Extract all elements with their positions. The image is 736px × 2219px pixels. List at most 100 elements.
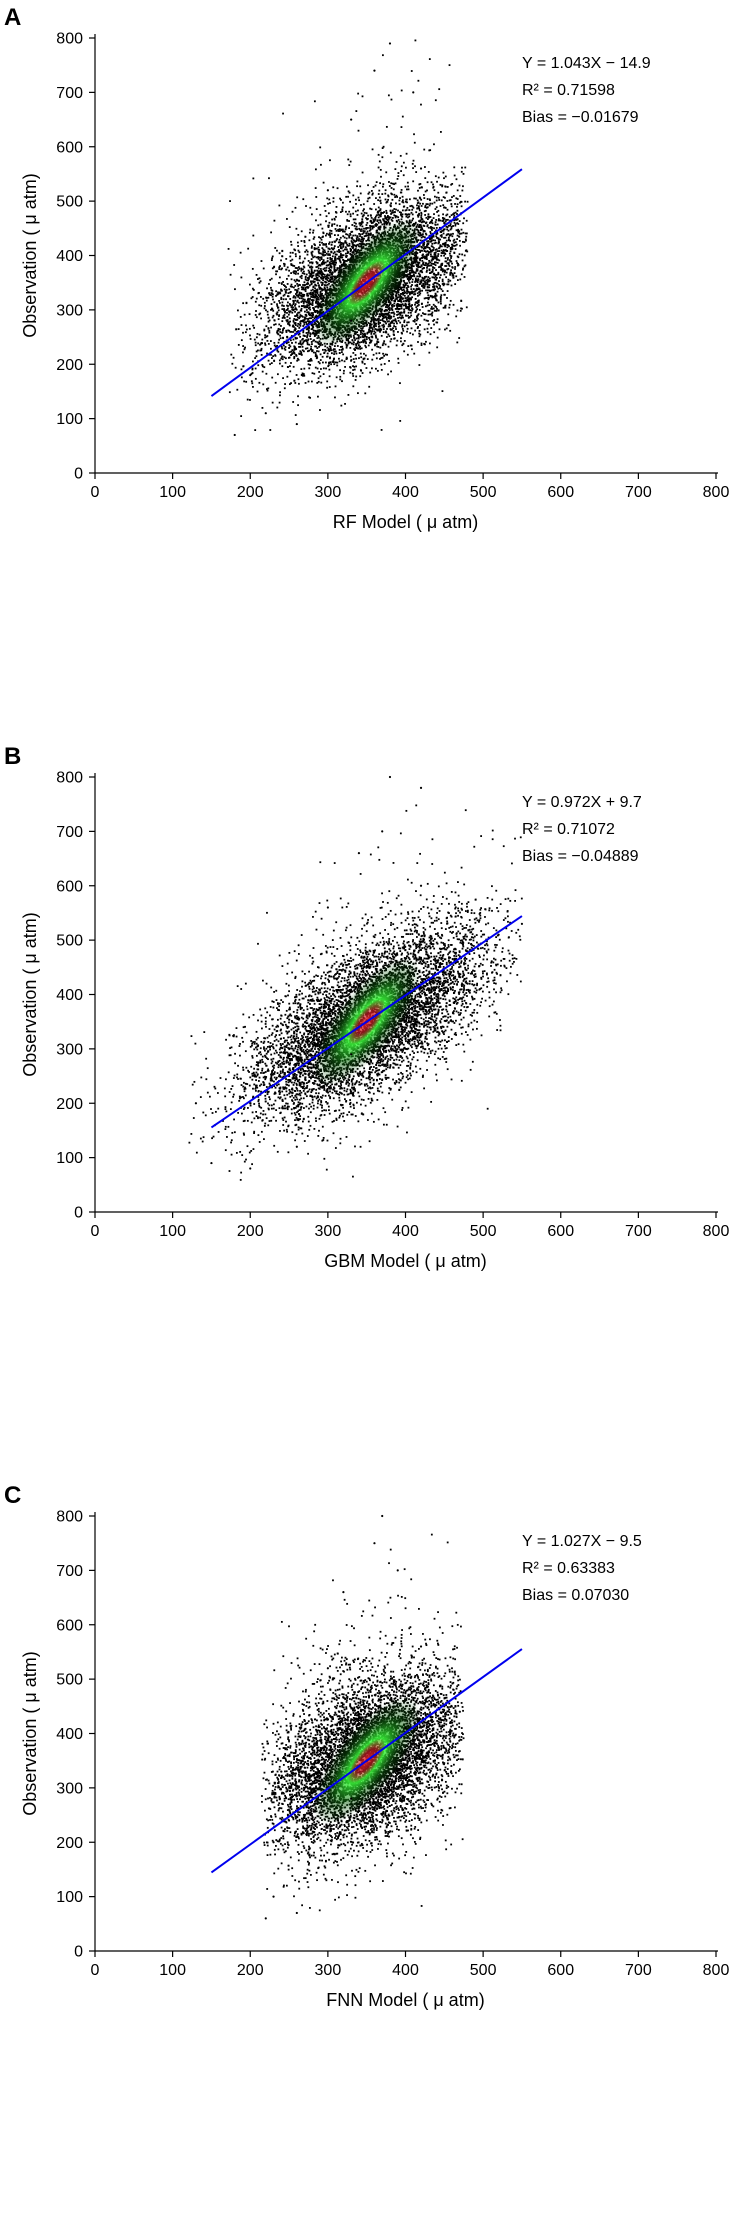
chart-panel-c: C 0 100 200 300 400 500 600 700 800 0 100 200 300 400 5… <box>0 1478 736 2217</box>
data-point <box>419 884 423 887</box>
x-tick-label: 100 <box>159 1962 186 1979</box>
y-tick-label: 0 <box>74 1944 83 1961</box>
data-point <box>249 374 252 377</box>
x-tick-label: 300 <box>315 1223 342 1240</box>
data-point <box>326 314 329 317</box>
y-tick-label: 700 <box>56 1563 83 1580</box>
data-point <box>497 933 500 936</box>
x-tick-label: 300 <box>315 1962 342 1979</box>
data-point <box>326 189 329 192</box>
y-tick-label: 100 <box>56 1150 83 1167</box>
data-point <box>458 1710 461 1713</box>
y-tick-label: 500 <box>56 933 83 950</box>
data-point <box>381 1514 384 1518</box>
data-point <box>342 1591 345 1594</box>
panel-letter: C <box>4 1482 21 1510</box>
data-point <box>194 1102 198 1105</box>
y-tick-label: 600 <box>56 1617 83 1634</box>
y-tick-label: 800 <box>56 770 83 787</box>
data-point <box>233 433 236 437</box>
data-point <box>326 906 329 909</box>
x-tick-label: 400 <box>392 1223 419 1240</box>
data-point <box>443 971 446 974</box>
axes <box>89 1512 718 1957</box>
x-tick-label: 300 <box>315 484 342 501</box>
data-point <box>419 1645 423 1648</box>
y-tick-label: 300 <box>56 1780 83 1797</box>
data-point <box>249 1167 252 1170</box>
x-tick-label: 100 <box>159 484 186 501</box>
data-point <box>357 852 361 855</box>
x-axis-label: GBM Model ( μ atm) <box>324 1251 486 1271</box>
series-points <box>194 775 524 1170</box>
data-point <box>272 1895 275 1898</box>
data-point <box>280 1770 283 1773</box>
x-tick-label: 400 <box>392 484 419 501</box>
y-tick-label: 0 <box>74 1205 83 1222</box>
panel-letter: A <box>4 4 21 32</box>
data-point <box>388 775 392 779</box>
y-axis-label: Observation ( μ atm) <box>20 1651 40 1815</box>
scatter-plot: 0 100 200 300 400 500 600 700 800 0 100 200 300 400 50… <box>20 770 729 1272</box>
y-axis-label: Observation ( μ atm) <box>20 173 40 337</box>
y-tick-label: 100 <box>56 411 83 428</box>
x-tick-label: 600 <box>547 1223 574 1240</box>
data-point <box>388 42 392 45</box>
data-point <box>280 297 283 301</box>
scatter-plot: 0 100 200 300 400 500 600 700 800 0 100 200 300 400 50… <box>20 1509 730 2011</box>
axes <box>89 773 718 1218</box>
y-tick-label: 500 <box>56 1672 83 1689</box>
data-point <box>326 1667 329 1670</box>
stats-annotation: Y = 0.972X + 9.7 <box>522 794 642 811</box>
x-tick-label: 100 <box>159 1223 186 1240</box>
chart-panel-b: B 0 100 200 300 400 500 600 700 800 0 100 200 300 400 5… <box>0 739 736 1478</box>
y-tick-label: 300 <box>56 1041 83 1058</box>
x-tick-label: 200 <box>237 1962 264 1979</box>
y-tick-label: 600 <box>56 139 83 156</box>
x-tick-label: 0 <box>91 1223 100 1240</box>
stats-annotation: Bias = 0.07030 <box>522 1587 629 1604</box>
stats-annotation: R² = 0.63383 <box>522 1560 615 1577</box>
data-point <box>373 1542 376 1545</box>
y-tick-label: 500 <box>56 194 83 211</box>
x-tick-label: 400 <box>392 1962 419 1979</box>
data-point <box>520 922 524 925</box>
data-point <box>450 243 454 246</box>
data-point <box>311 1721 314 1724</box>
data-point <box>350 319 353 322</box>
data-point <box>272 1841 275 1844</box>
scatter-plot: 0 100 200 300 400 500 600 700 800 0 100 200 300 400 50… <box>20 31 730 533</box>
stats-annotation: R² = 0.71598 <box>522 82 615 99</box>
data-point <box>404 1726 407 1730</box>
x-tick-label: 800 <box>703 484 730 501</box>
data-point <box>381 830 384 833</box>
data-point <box>264 1917 267 1920</box>
x-tick-label: 800 <box>703 1962 730 1979</box>
stats-annotation: R² = 0.71072 <box>522 821 615 838</box>
x-axis-label: RF Model ( μ atm) <box>333 512 478 532</box>
y-tick-label: 600 <box>56 878 83 895</box>
axes <box>89 34 718 479</box>
chart-panel-a: A 0 100 200 300 400 500 600 700 800 0 100 200 300 400 5… <box>0 0 736 739</box>
data-point <box>311 254 314 257</box>
x-tick-label: 200 <box>237 1223 264 1240</box>
panel-letter: B <box>4 743 21 771</box>
x-tick-label: 200 <box>237 484 264 501</box>
stats-annotation: Bias = −0.01679 <box>522 109 639 126</box>
data-point <box>295 422 298 426</box>
x-tick-label: 0 <box>91 1962 100 1979</box>
data-point <box>466 982 469 985</box>
stats-annotation: Bias = −0.04889 <box>522 848 639 865</box>
x-tick-label: 700 <box>625 484 652 501</box>
x-tick-label: 500 <box>470 484 497 501</box>
regression-line <box>210 1648 523 1874</box>
data-point <box>412 91 415 94</box>
data-point <box>287 346 291 350</box>
y-tick-label: 800 <box>56 1509 83 1526</box>
data-point <box>350 1053 353 1056</box>
y-tick-label: 100 <box>56 1889 83 1906</box>
y-tick-label: 400 <box>56 248 83 265</box>
data-point <box>404 248 407 252</box>
y-tick-label: 200 <box>56 357 83 374</box>
y-tick-label: 200 <box>56 1835 83 1852</box>
